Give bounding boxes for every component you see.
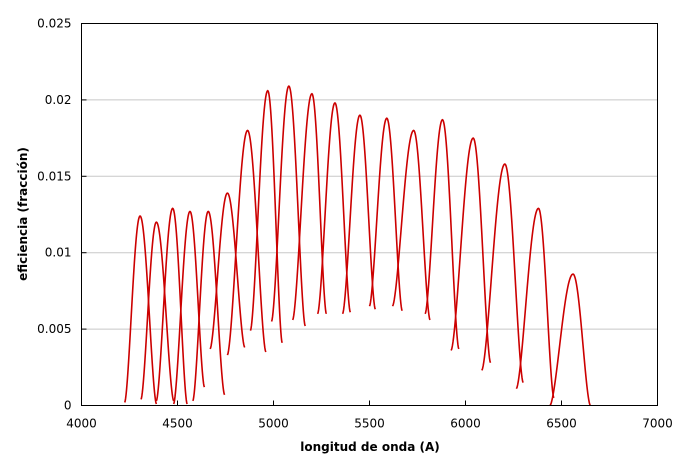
efficiency-curve-2: [140, 221, 175, 402]
efficiency-curve-19: [549, 273, 592, 406]
y-tick-label: 0.01: [45, 246, 72, 260]
efficiency-curve-18: [515, 207, 555, 399]
y-tick-label: 0.025: [37, 17, 71, 31]
y-tick-label: 0: [64, 399, 72, 413]
grid-lines: [81, 99, 658, 330]
x-tick-label: 7000: [642, 417, 673, 431]
y-tick-label: 0.02: [45, 93, 72, 107]
efficiency-curve-6: [209, 192, 246, 350]
efficiency-curve-11: [316, 101, 352, 315]
efficiency-curve-16: [450, 137, 492, 363]
efficiency-curve-15: [424, 118, 460, 350]
x-tick-label: 4000: [66, 417, 97, 431]
x-tick-label: 6000: [450, 417, 481, 431]
efficiency-curve-14: [391, 129, 431, 321]
efficiency-curve-4: [172, 210, 206, 405]
x-tick-label: 5500: [354, 417, 385, 431]
y-tick-label: 0.015: [37, 169, 71, 183]
axis-ticks: [81, 23, 658, 406]
x-tick-label: 5000: [258, 417, 289, 431]
x-axis-title: longitud de onda (A): [300, 440, 439, 454]
efficiency-curve-12: [341, 114, 377, 315]
efficiency-curve-7: [226, 129, 267, 356]
efficiency-curve-8: [249, 89, 283, 344]
x-tick-label: 4500: [162, 417, 193, 431]
efficiency-curve-5: [192, 210, 226, 402]
y-axis-title: eficiencia (fracción): [16, 147, 30, 281]
y-tick-label: 0.005: [37, 322, 71, 336]
efficiency-curve-1: [123, 215, 158, 405]
efficiency-curve-9: [270, 85, 306, 327]
efficiency-curve-10: [291, 92, 328, 321]
x-tick-label: 6500: [546, 417, 577, 431]
curve-group: [123, 85, 592, 406]
efficiency-curve-17: [481, 163, 524, 383]
efficiency-curve-3: [155, 207, 188, 405]
tick-labels: 0 0.005 0.01 0.015 0.02 0.025 4000 4500 5000 5500…: [37, 17, 673, 431]
efficiency-curve-13: [368, 117, 403, 312]
